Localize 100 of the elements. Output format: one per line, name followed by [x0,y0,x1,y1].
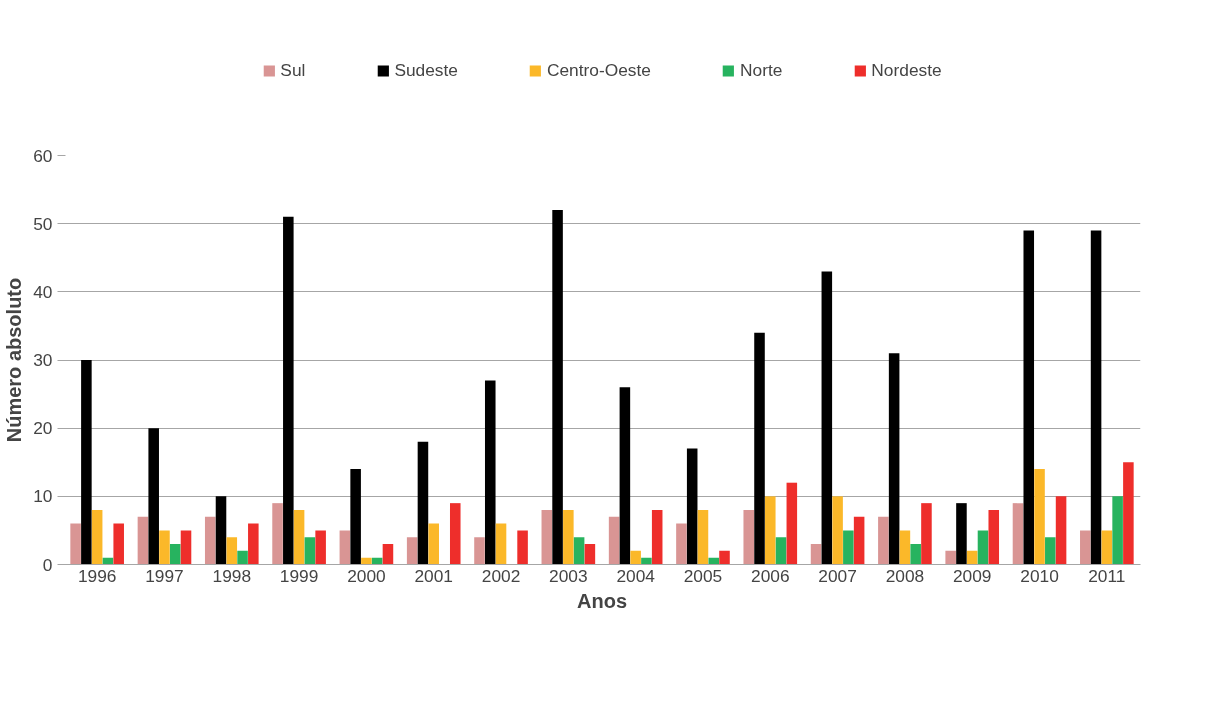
bar [484,380,496,565]
bar [810,544,822,565]
bar [743,509,755,565]
bar [81,360,92,565]
legend-label: Sul [280,59,306,81]
y-tick-label: 10 [33,486,53,507]
x-tick-label: 2005 [683,565,723,586]
bar [382,544,394,565]
bar [775,537,787,565]
bar [899,530,911,565]
bar [966,550,978,565]
bar [283,216,294,565]
y-tick-label: 60 [33,145,53,166]
bar [428,523,439,565]
bar [686,448,698,565]
bar [888,353,900,565]
x-tick-label: 2002 [481,565,521,586]
bar [956,503,967,565]
x-tick-label: 2000 [347,565,386,586]
bar [293,509,305,565]
bar [226,537,238,565]
bar [517,530,528,565]
bar [495,523,507,565]
bar [1123,462,1134,565]
bar [350,469,361,565]
bar [91,509,103,565]
bar [180,530,192,565]
bar [137,516,149,565]
bar [552,210,563,565]
y-tick-label: 30 [33,350,53,370]
bar [676,523,687,565]
bar [697,509,709,565]
x-tick-label: 2004 [616,565,656,586]
bar [406,537,418,565]
bar [821,271,833,565]
bar [878,516,889,565]
bar [719,550,730,565]
bar [765,496,776,565]
bar [248,523,259,565]
y-tick-label: 20 [33,418,53,439]
x-tick-label: 2007 [818,565,857,586]
bar [339,530,351,565]
x-tick-label: 1998 [212,565,252,586]
bar [786,482,798,565]
y-tick-label: 0 [42,554,53,575]
bar [843,530,854,565]
y-axis-title: Número absoluto [3,277,26,443]
x-tick-label: 2011 [1088,565,1126,586]
y-tick-label: 40 [33,281,53,302]
bar [237,550,248,565]
x-tick-label: 2003 [549,565,588,586]
bar [1080,530,1091,565]
bar [641,557,652,565]
bar [1101,530,1113,565]
bar [1090,230,1102,565]
bar [754,332,765,565]
bar [910,544,921,565]
bar [148,428,159,565]
x-tick-label: 1997 [145,565,184,586]
bar [630,550,641,565]
bar [169,544,181,565]
x-tick-label: 2006 [751,565,790,586]
legend-label: Sudeste [394,59,458,81]
bar [977,530,989,565]
bar [853,516,865,565]
bar [921,503,932,565]
bar [584,544,596,565]
bar [417,441,429,565]
bar [70,523,81,565]
bar [1112,496,1123,565]
legend-label: Nordeste [871,59,942,81]
bar [1012,503,1024,565]
bar [619,387,631,565]
legend-label: Norte [739,59,783,81]
bar [1045,537,1056,565]
bar [945,550,956,565]
bar [474,537,485,565]
y-tick-label: 50 [33,213,53,234]
x-tick-label: 1999 [279,565,319,586]
bar [832,496,843,565]
bar [541,509,553,565]
bar [563,509,574,565]
bar [708,557,720,565]
x-tick-label: 2010 [1020,565,1059,586]
bar [215,496,227,565]
x-tick-label: 2008 [885,565,925,586]
bar [361,557,372,565]
bar [159,530,170,565]
bar [651,509,663,565]
x-tick-label: 1996 [77,565,117,586]
bar [113,523,124,565]
bar [304,537,316,565]
bar [449,503,461,565]
bar [573,537,585,565]
x-tick-label: 2009 [952,565,992,586]
bar [272,503,283,565]
bar [315,530,326,565]
x-tick-label: 2001 [414,565,454,586]
legend-label: Centro-Oeste [546,59,651,81]
bar [988,509,1000,565]
